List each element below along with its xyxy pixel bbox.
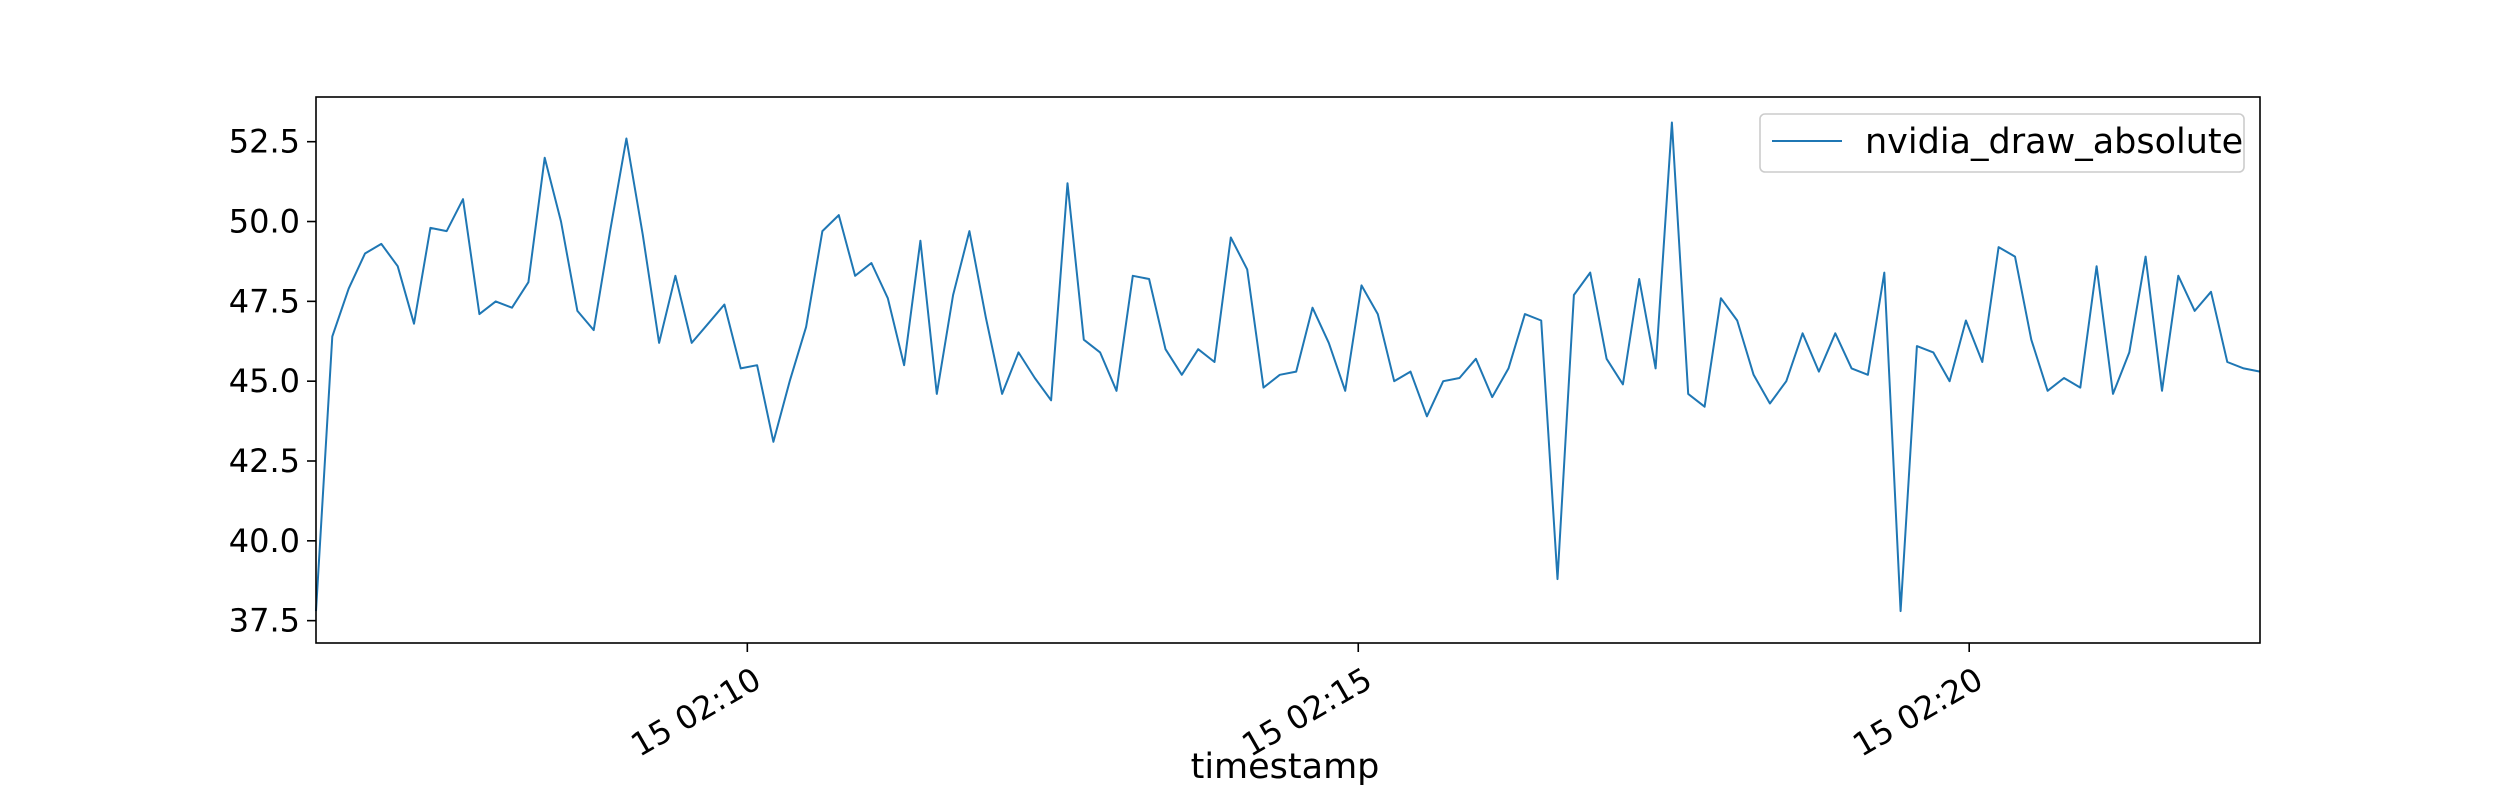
series-layer: [315, 121, 2261, 613]
legend-box: [1759, 113, 2245, 173]
y-axis: 37.5 40.0 42.5 45.0 47.5 50.0 52.5: [229, 123, 316, 640]
y-tick-label: 50.0: [229, 203, 300, 241]
plot-area-frame: [315, 96, 2261, 644]
legend-label: nvidia_draw_absolute: [1865, 122, 2243, 162]
y-tick-label: 37.5: [229, 602, 300, 640]
y-tick-label: 40.0: [229, 522, 300, 560]
y-tick-label: 42.5: [229, 442, 300, 480]
y-tick-label: 47.5: [229, 282, 300, 320]
y-tick-label: 52.5: [229, 123, 300, 161]
y-tick-label: 45.0: [229, 362, 300, 400]
series-line: [315, 121, 2261, 613]
x-tick-label: 15 02:20: [1846, 660, 1989, 764]
x-axis-title: timestamp: [1191, 747, 1380, 787]
x-tick-label: 15 02:10: [624, 660, 767, 764]
plot-area-background: [316, 97, 2260, 643]
legend: nvidia_draw_absolute: [1759, 113, 2245, 173]
